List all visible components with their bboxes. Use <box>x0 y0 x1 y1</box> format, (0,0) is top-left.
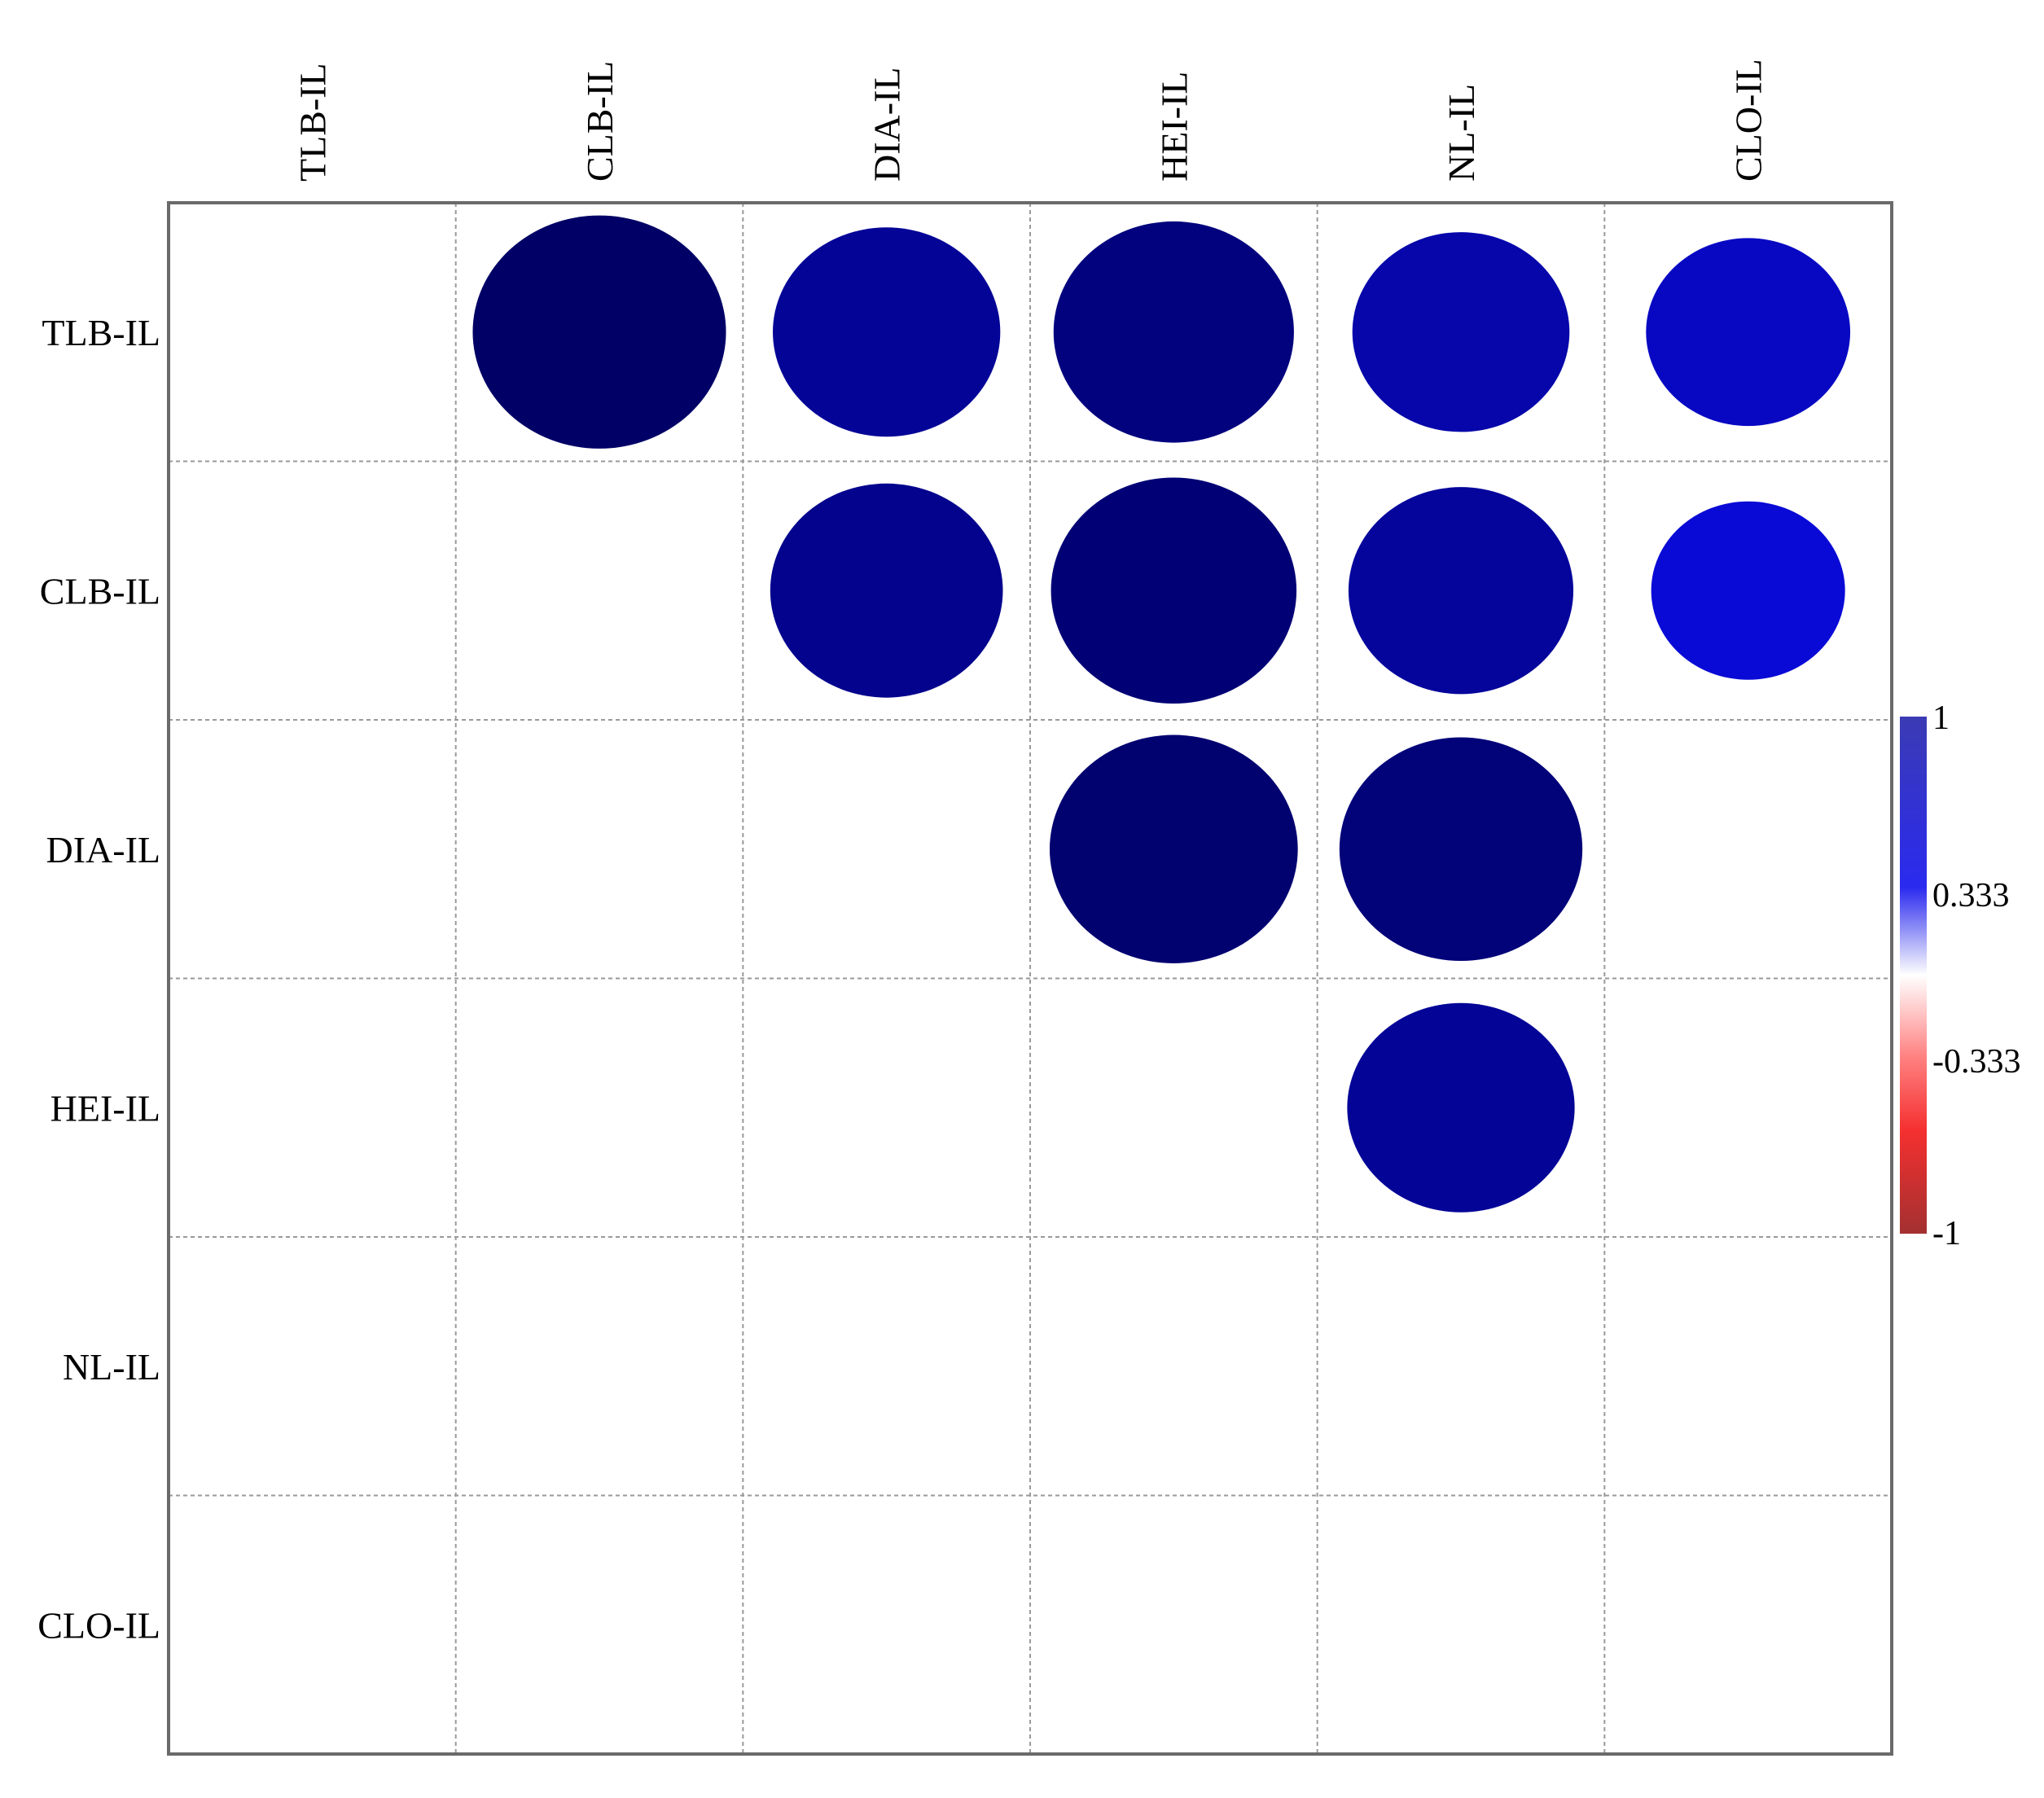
correlation-circle <box>1646 238 1851 427</box>
column-label: DIA-IL <box>866 68 908 182</box>
correlation-circle <box>472 215 726 449</box>
correlation-circle <box>1053 221 1294 443</box>
grid <box>169 203 1892 1754</box>
colorbar-tick-label: -1 <box>1932 1215 1961 1252</box>
row-label: HEI-IL <box>50 1087 160 1129</box>
correlation-circle <box>770 483 1003 698</box>
row-label: CLO-IL <box>37 1604 160 1646</box>
colorbar-tick-label: 1 <box>1932 699 1950 737</box>
column-label: TLB-IL <box>292 63 333 182</box>
colorbar-gradient <box>1900 717 1927 1234</box>
column-label: CLO-IL <box>1728 59 1770 182</box>
column-label: NL-IL <box>1441 84 1482 182</box>
correlation-circle <box>1347 1002 1575 1213</box>
colorbar: 1 0.333 -0.333 -1 <box>1900 699 2021 1252</box>
correlation-circle <box>1049 735 1298 963</box>
column-label: CLB-IL <box>579 61 621 182</box>
axis-labels: TLB-IL TLB-IL CLB-IL CLB-IL DIA-IL DIA-IL HEI-… <box>37 59 1769 1646</box>
correlation-circle <box>773 227 1001 437</box>
correlation-circle <box>1051 477 1297 704</box>
correlation-circles <box>472 215 1851 1213</box>
plot-frame <box>167 201 1893 1756</box>
colorbar-tick-label: 0.333 <box>1932 877 2010 914</box>
correlation-circle <box>1651 501 1845 680</box>
correlation-circle <box>1348 487 1574 695</box>
row-label: CLB-IL <box>40 570 160 612</box>
colorbar-tick-label: -0.333 <box>1932 1043 2021 1081</box>
column-label: HEI-IL <box>1153 72 1195 182</box>
row-label: TLB-IL <box>42 312 160 353</box>
correlation-circle <box>1352 232 1570 432</box>
row-label: DIA-IL <box>46 829 161 870</box>
row-label: NL-IL <box>63 1346 160 1388</box>
correlation-circle <box>1339 737 1583 962</box>
